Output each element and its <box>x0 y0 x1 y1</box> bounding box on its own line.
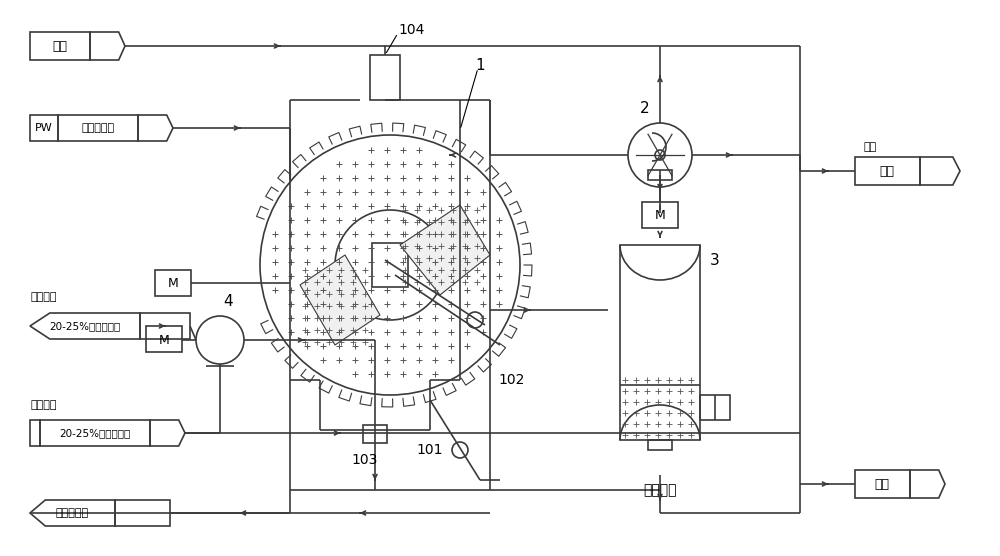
Text: 3: 3 <box>710 252 720 267</box>
Bar <box>700 395 730 420</box>
Text: 反吹气体: 反吹气体 <box>643 483 677 497</box>
Text: M: M <box>159 334 169 346</box>
Text: 4: 4 <box>223 294 233 309</box>
Bar <box>648 440 672 450</box>
Bar <box>30 420 40 446</box>
Text: 去污水槽: 去污水槽 <box>30 292 57 302</box>
Bar <box>58 115 138 141</box>
Text: 滤布清洗水: 滤布清洗水 <box>81 123 115 133</box>
Text: 气化渣浆料: 气化渣浆料 <box>55 508 89 518</box>
Text: M: M <box>655 208 665 221</box>
Bar <box>30 32 90 60</box>
Text: 102: 102 <box>498 373 524 387</box>
Bar <box>620 245 700 440</box>
Bar <box>140 313 190 339</box>
Text: 空气: 空气 <box>53 39 68 52</box>
Text: 自污水槽: 自污水槽 <box>30 400 57 410</box>
Bar <box>30 115 58 141</box>
Text: 104: 104 <box>398 23 424 37</box>
Text: 101: 101 <box>417 443 443 457</box>
Text: 20-25%气化渣浆料: 20-25%气化渣浆料 <box>49 321 121 331</box>
Polygon shape <box>300 255 380 345</box>
Bar <box>642 202 678 228</box>
Bar <box>115 500 170 526</box>
Bar <box>648 170 672 180</box>
Bar <box>146 326 182 352</box>
Bar <box>155 270 191 296</box>
Text: 空气: 空气 <box>880 165 894 177</box>
Bar <box>372 243 408 287</box>
Text: 103: 103 <box>352 453 378 467</box>
Bar <box>40 420 150 446</box>
Text: 排空: 排空 <box>863 142 877 152</box>
Circle shape <box>452 442 468 458</box>
Bar <box>855 157 920 185</box>
Circle shape <box>655 150 665 160</box>
Bar <box>855 470 910 498</box>
Circle shape <box>467 312 483 328</box>
Polygon shape <box>400 205 490 295</box>
Text: M: M <box>168 276 178 290</box>
Bar <box>370 55 400 100</box>
Text: 1: 1 <box>475 57 485 72</box>
Bar <box>363 425 387 443</box>
Text: PW: PW <box>35 123 53 133</box>
Text: 2: 2 <box>640 101 650 116</box>
Text: 20-25%气化渣浆料: 20-25%气化渣浆料 <box>59 428 131 438</box>
Text: 滤液: 滤液 <box>874 478 890 490</box>
